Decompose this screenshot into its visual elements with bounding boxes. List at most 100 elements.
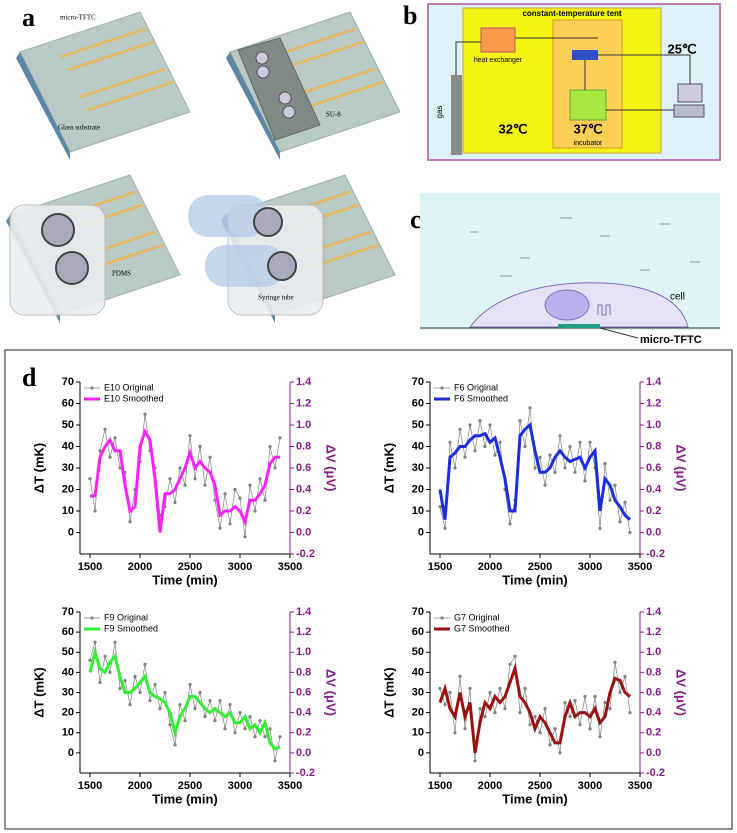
original-point — [88, 477, 92, 481]
original-point — [463, 727, 467, 731]
original-point — [93, 509, 97, 513]
legend-label: F6 Original — [454, 382, 498, 392]
original-point — [138, 690, 142, 695]
original-point — [253, 735, 257, 739]
chip-bare — [14, 10, 192, 162]
y2-tick-label: 0.4 — [296, 707, 312, 719]
original-point — [548, 453, 552, 457]
original-point — [243, 727, 247, 731]
original-point — [128, 520, 132, 524]
panel-letter: a — [22, 3, 35, 32]
x-tick-label: 1500 — [78, 561, 102, 573]
original-point — [248, 483, 252, 487]
label: incubator — [574, 140, 603, 147]
y-tick-label: 10 — [412, 727, 424, 739]
y2-tick-label: 0.0 — [646, 526, 661, 538]
original-point — [98, 680, 102, 685]
y2-tick-label: 0.0 — [646, 747, 661, 759]
y-tick-label: 10 — [412, 505, 424, 517]
y2-tick-label: 1.2 — [296, 397, 311, 409]
panel-d-frame — [4, 349, 733, 830]
y2-tick-label: 0.0 — [296, 526, 311, 538]
original-point — [613, 483, 617, 487]
original-point — [493, 711, 497, 715]
original-point — [613, 660, 617, 664]
original-point — [258, 719, 262, 723]
original-point — [148, 698, 152, 703]
original-point — [443, 702, 447, 707]
y2-tick-label: 0.6 — [646, 462, 661, 474]
original-point — [253, 509, 257, 513]
original-point — [478, 419, 482, 423]
original-point — [623, 674, 627, 679]
molecules — [470, 217, 700, 277]
connections — [455, 37, 691, 111]
original-point — [228, 522, 232, 526]
original-point — [118, 686, 122, 691]
original-point — [228, 702, 232, 707]
y-tick-label: 0 — [68, 747, 74, 759]
y2-tick-label: 0.2 — [296, 505, 311, 517]
y-tick-label: 20 — [412, 707, 424, 719]
x-tick-label: 2000 — [478, 561, 502, 573]
panel-letter: d — [22, 363, 37, 392]
incubator-box — [552, 19, 623, 149]
original-point — [108, 455, 112, 459]
original-point — [548, 743, 552, 747]
gas-cylinder — [451, 75, 462, 155]
original-point — [568, 715, 572, 719]
y2-tick-label: 1.0 — [646, 646, 661, 658]
x-tick-label: 1500 — [428, 561, 452, 573]
label: micro-TFTC — [60, 14, 96, 22]
smoothed-line — [438, 662, 631, 754]
syringe-tubes — [188, 195, 285, 287]
original-point — [518, 419, 522, 423]
y2-tick-label: -0.2 — [646, 767, 665, 779]
original-point — [473, 449, 477, 453]
y2-tick-label: 1.0 — [296, 646, 311, 658]
original-point — [563, 700, 567, 705]
smoothed-line — [438, 422, 631, 521]
y-tick-label: 30 — [412, 686, 424, 698]
y2-tick-label: 0.8 — [646, 440, 661, 452]
panel-letter: b — [403, 1, 417, 30]
original-point — [448, 440, 452, 444]
original-point — [628, 711, 632, 715]
original-point — [198, 690, 202, 695]
legend-label: G7 Original — [454, 612, 500, 622]
original-point — [488, 690, 492, 695]
y-axis-label: ΔT (mK) — [31, 667, 46, 718]
legend-label: F6 Smoothed — [454, 393, 508, 403]
original-point — [598, 735, 602, 739]
y2-tick-label: -0.2 — [646, 548, 665, 560]
y2-tick-label: 1.2 — [646, 397, 661, 409]
original-point — [523, 444, 527, 449]
original-point — [93, 640, 97, 644]
legend-marker — [440, 616, 444, 620]
panel-letter: c — [410, 205, 422, 234]
original-point — [603, 462, 607, 466]
original-point — [453, 466, 457, 470]
y2-tick-label: 1.4 — [646, 606, 662, 618]
y-tick-label: 10 — [62, 505, 74, 517]
label: PDMS — [112, 270, 131, 278]
x-tick-label: 2000 — [128, 780, 152, 792]
label: 32℃ — [498, 121, 527, 136]
legend-label: F9 Original — [104, 612, 148, 622]
label: 37℃ — [573, 121, 602, 136]
original-point — [208, 455, 212, 459]
x-tick-label: 2500 — [178, 561, 202, 573]
original-point — [488, 423, 492, 427]
original-point — [98, 449, 102, 453]
original-point — [568, 444, 572, 449]
label: Glass substrate — [58, 124, 100, 132]
x-tick-label: 3500 — [278, 780, 302, 792]
original-point — [518, 711, 522, 715]
original-point — [553, 727, 557, 731]
original-point — [203, 483, 207, 487]
y-tick-label: 60 — [62, 626, 74, 638]
y-axis-label: ΔT (mK) — [381, 667, 396, 718]
original-point — [498, 686, 502, 691]
y2-axis-label: ΔV (μV) — [674, 669, 689, 716]
original-point — [178, 466, 182, 470]
